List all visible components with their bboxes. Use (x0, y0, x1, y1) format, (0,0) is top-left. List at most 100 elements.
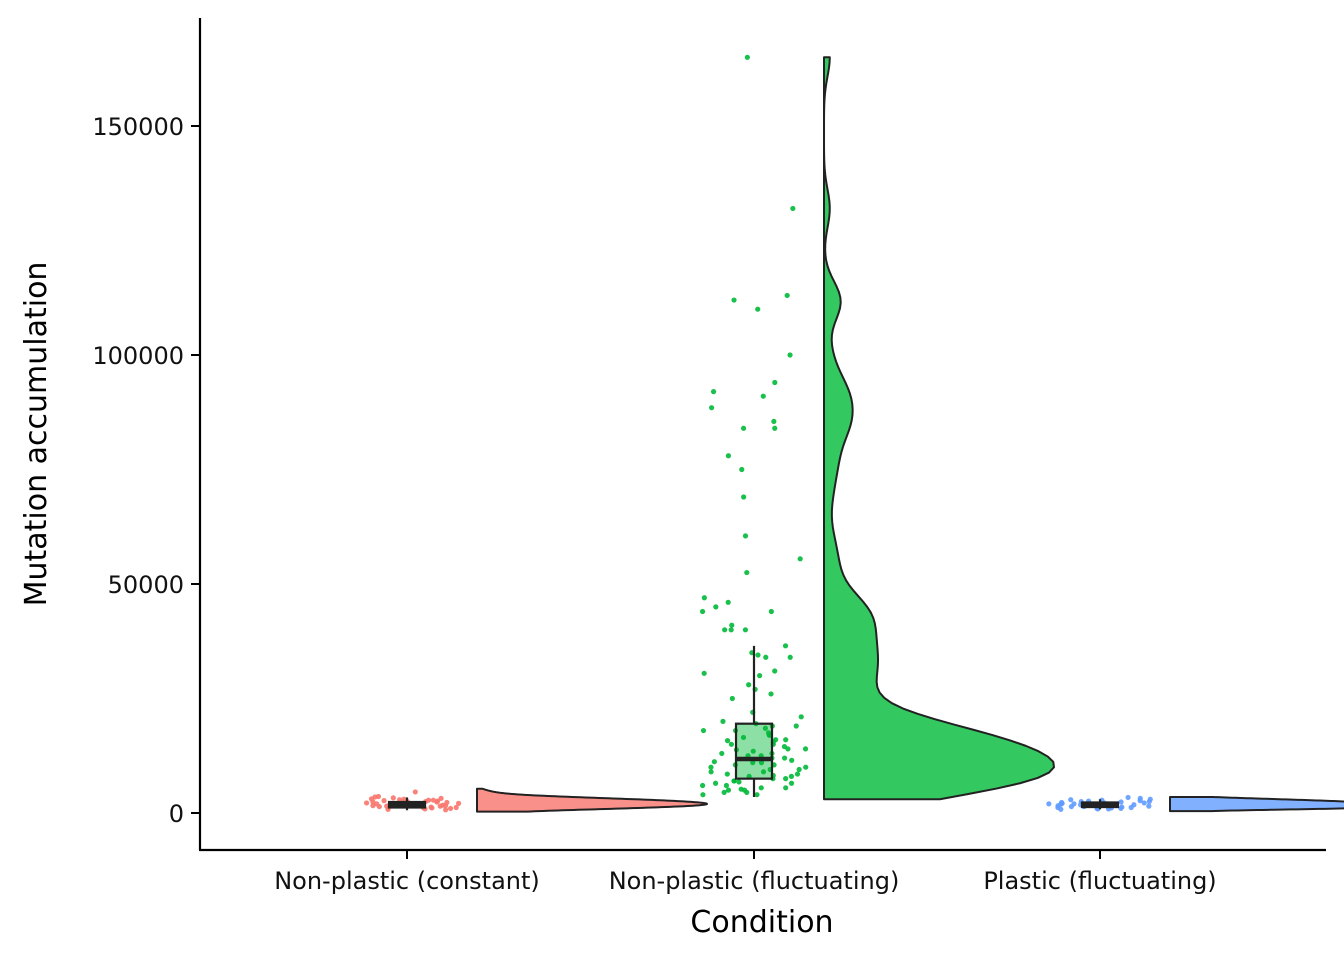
data-point (725, 453, 732, 459)
data-point (744, 569, 750, 576)
data-point (783, 776, 789, 782)
data-point (381, 798, 387, 804)
data-point (789, 757, 795, 763)
data-point (712, 780, 719, 786)
data-point (1146, 803, 1152, 809)
density-cloud (476, 787, 708, 813)
data-point (797, 556, 803, 562)
x-axis-title: Condition (690, 905, 833, 940)
x-tick-label: Non-plastic (constant) (274, 867, 540, 895)
data-point (782, 755, 788, 761)
data-point (773, 737, 779, 743)
data-point (722, 627, 728, 633)
data-point (375, 793, 382, 800)
data-point (711, 759, 717, 765)
data-point (723, 782, 730, 789)
density-layer (476, 56, 1344, 813)
data-point (443, 807, 449, 813)
ticks-layer: 0 50000 100000 150000 Non-plastic (constant)… (92, 113, 1216, 895)
data-point (425, 797, 432, 803)
data-point (739, 466, 745, 473)
data-point (1137, 798, 1143, 804)
data-point (757, 673, 763, 679)
data-point (725, 787, 732, 793)
data-point (710, 389, 717, 395)
data-point (783, 785, 789, 791)
points-layer (363, 54, 1153, 813)
data-point (763, 654, 769, 660)
data-point (708, 769, 714, 775)
y-tick-label: 150000 (92, 113, 184, 141)
data-point (363, 800, 370, 806)
data-point (1128, 804, 1134, 811)
data-point (1068, 797, 1074, 803)
data-point (746, 682, 752, 688)
data-point (437, 803, 443, 809)
data-point (793, 723, 799, 729)
data-point (724, 738, 731, 744)
data-point (754, 792, 760, 798)
data-point (790, 205, 796, 212)
data-point (768, 608, 774, 615)
data-point (447, 805, 454, 812)
data-point (453, 804, 459, 811)
data-point (796, 766, 802, 773)
data-point (701, 670, 707, 676)
data-point (1118, 799, 1124, 805)
data-point (802, 746, 809, 752)
data-point (719, 750, 725, 757)
data-point (1125, 794, 1131, 801)
data-point (430, 797, 436, 803)
data-point (721, 789, 727, 795)
density-cloud (823, 56, 1055, 801)
density-cloud (1169, 795, 1344, 813)
data-point (744, 789, 750, 795)
data-point (428, 804, 434, 810)
data-point (455, 800, 462, 806)
y-tick-label: 0 (169, 800, 184, 828)
y-axis-title: Mutation accumulation (19, 262, 54, 607)
data-point (803, 764, 809, 770)
data-point (1141, 800, 1147, 806)
data-point (1071, 801, 1077, 807)
data-point (725, 599, 731, 605)
data-point (708, 405, 715, 411)
data-point (760, 769, 767, 775)
data-point (771, 418, 777, 425)
data-point (701, 595, 707, 601)
data-point (744, 54, 750, 60)
data-point (788, 773, 795, 779)
data-point (758, 785, 764, 791)
data-point (740, 734, 747, 741)
data-point (782, 643, 789, 649)
data-point (699, 608, 706, 615)
data-point (708, 764, 714, 770)
data-point (784, 292, 790, 299)
data-point (787, 352, 793, 358)
data-point (785, 746, 791, 752)
data-point (724, 771, 730, 777)
data-point (368, 796, 375, 802)
data-point (740, 425, 747, 431)
data-point (700, 727, 707, 734)
data-point (412, 789, 418, 795)
data-point (783, 737, 789, 743)
data-point (699, 782, 706, 789)
data-point (728, 627, 734, 633)
data-point (768, 691, 774, 697)
data-point (758, 760, 765, 766)
axes-layer (198, 18, 1326, 852)
data-point (755, 652, 761, 658)
data-point (1055, 804, 1061, 811)
data-point (731, 297, 737, 303)
data-point (787, 654, 793, 660)
data-point (390, 795, 396, 801)
data-point (760, 393, 766, 399)
data-point (1146, 798, 1152, 805)
data-point (720, 718, 726, 725)
data-point (729, 622, 735, 628)
data-point (700, 792, 706, 798)
data-point (762, 725, 768, 731)
data-point (741, 494, 747, 500)
